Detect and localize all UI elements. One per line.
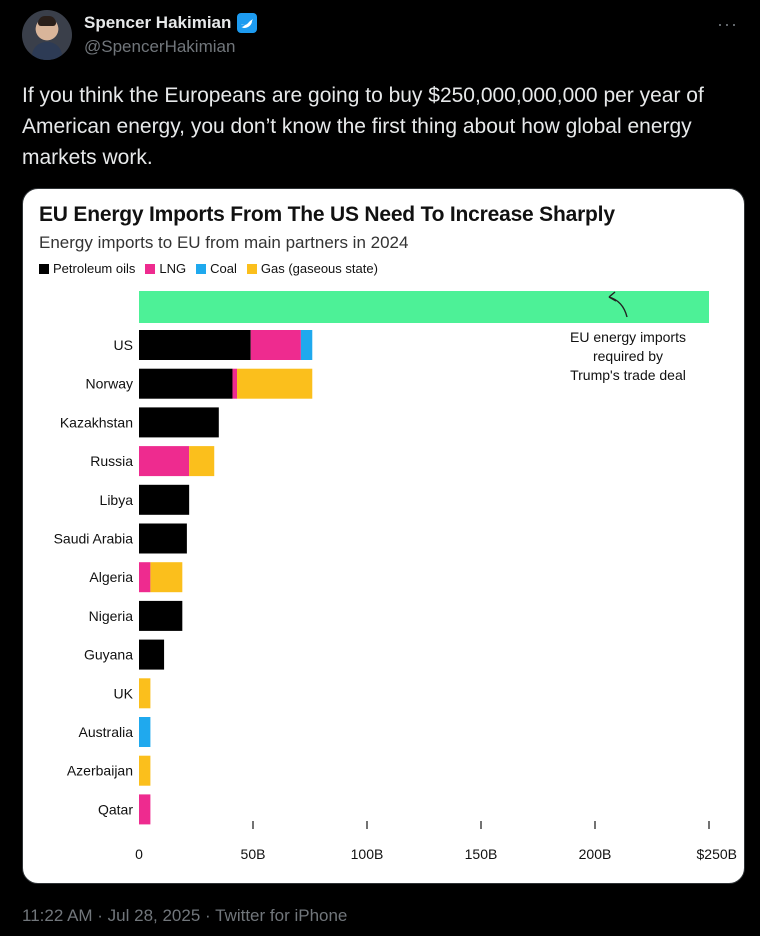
bar-segment xyxy=(139,446,190,477)
bar-segment xyxy=(139,484,190,515)
chart-legend: Petroleum oils LNG Coal Gas (gaseous sta… xyxy=(39,261,378,276)
avatar[interactable] xyxy=(22,10,72,60)
category-label: Russia xyxy=(90,453,133,469)
legend-swatch xyxy=(246,263,257,274)
target-bar xyxy=(139,291,709,323)
category-label: Kazakhstan xyxy=(60,414,133,430)
bar-segment xyxy=(139,368,233,399)
x-tick-label: 0 xyxy=(135,846,143,862)
legend-swatch xyxy=(196,263,207,274)
timestamp[interactable]: 11:22 AM · Jul 28, 2025 · Twitter for iP… xyxy=(22,906,348,925)
bar-segment xyxy=(150,562,183,593)
x-tick-label: $250B xyxy=(697,846,737,862)
target-annotation-line: Trump's trade deal xyxy=(570,367,686,383)
target-annotation-line: required by xyxy=(593,348,663,364)
category-label: Australia xyxy=(79,724,134,740)
bar-segment xyxy=(139,523,187,554)
legend-label: Coal xyxy=(210,261,237,276)
bar-segment xyxy=(139,639,165,670)
category-label: Nigeria xyxy=(89,608,134,624)
target-annotation-line: EU energy imports xyxy=(570,329,686,345)
bar-segment xyxy=(300,330,313,360)
handle[interactable]: @SpencerHakimian xyxy=(84,37,236,56)
annotation-arrowhead xyxy=(608,291,617,302)
category-label: Guyana xyxy=(84,647,133,663)
chart-subtitle: Energy imports to EU from main partners … xyxy=(39,233,409,252)
tweet-header: Spencer Hakimian @SpencerHakimian ··· xyxy=(22,10,742,62)
bar-segment xyxy=(139,717,151,747)
display-name[interactable]: Spencer Hakimian xyxy=(84,13,232,32)
chart-image-card[interactable]: EU Energy Imports From The US Need To In… xyxy=(22,188,745,884)
category-label: Qatar xyxy=(98,801,133,817)
bar-segment xyxy=(139,330,251,360)
name-row: Spencer Hakimian xyxy=(84,13,258,33)
category-label: Saudi Arabia xyxy=(54,531,134,547)
category-label: Azerbaijan xyxy=(67,763,133,779)
category-label: UK xyxy=(114,685,134,701)
bar-segment xyxy=(139,755,151,786)
bar-chart: EU energy imports required by Trump's trad… xyxy=(54,291,737,862)
legend-swatch xyxy=(145,263,156,274)
x-tick-label: 200B xyxy=(579,846,612,862)
legend-item-gas: Gas (gaseous state) xyxy=(246,261,378,276)
legend-item-lng: LNG xyxy=(145,261,186,276)
bar-segment xyxy=(237,368,313,399)
bar-segment xyxy=(139,407,219,438)
legend-item-petroleum: Petroleum oils xyxy=(39,261,135,276)
category-label: Libya xyxy=(100,492,134,508)
category-label: US xyxy=(114,337,133,353)
category-label: Algeria xyxy=(89,569,133,585)
more-icon[interactable]: ··· xyxy=(717,14,738,34)
bar-segment xyxy=(139,678,151,709)
x-tick-label: 150B xyxy=(465,846,498,862)
x-tick-label: 100B xyxy=(351,846,384,862)
legend-label: Petroleum oils xyxy=(53,261,136,276)
legend-label: LNG xyxy=(159,261,187,276)
bar-segment xyxy=(139,562,151,593)
bar-segment xyxy=(139,600,183,631)
x-tick-label: 50B xyxy=(241,846,266,862)
category-label: Norway xyxy=(86,376,133,392)
bar-segment xyxy=(250,330,301,360)
legend-item-coal: Coal xyxy=(196,261,237,276)
chart-title: EU Energy Imports From The US Need To In… xyxy=(39,203,615,226)
bar-segment xyxy=(189,446,215,477)
bar-segment xyxy=(139,794,151,825)
legend-label: Gas (gaseous state) xyxy=(260,261,378,276)
bar-segment xyxy=(232,368,238,399)
verified-badge-icon xyxy=(237,13,258,33)
tweet-text: If you think the Europeans are going to … xyxy=(22,84,704,169)
legend-swatch xyxy=(39,263,49,274)
